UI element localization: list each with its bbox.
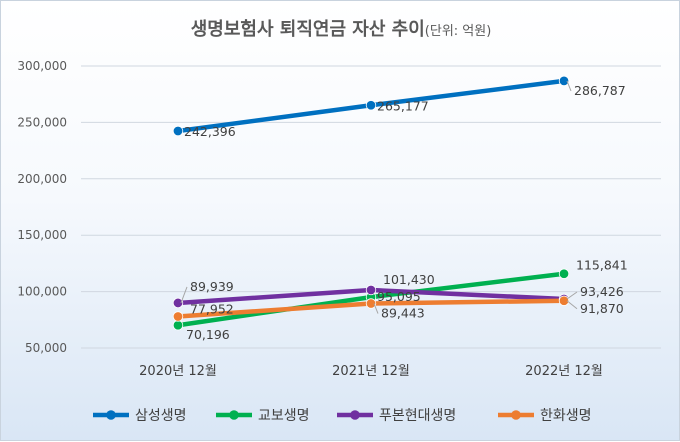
data-point: [172, 125, 184, 137]
y-tick-label: 150,000: [17, 228, 67, 242]
data-label-leader: [566, 80, 572, 92]
y-axis-tick-labels: 50,000 100,000 150,000 200,000 250,000 300,00…: [17, 59, 67, 355]
legend-marker: [350, 410, 360, 420]
data-label-leader: [373, 303, 379, 314]
data-label: 95,095: [377, 289, 421, 304]
data-point: [558, 295, 570, 306]
x-tick-label: 2021년 12월: [332, 364, 410, 379]
y-tick-label: 100,000: [17, 285, 67, 299]
x-tick-label: 2020년 12월: [139, 364, 217, 379]
data-point: [365, 298, 377, 309]
data-label: 77,952: [190, 301, 234, 316]
data-point: [365, 284, 377, 296]
x-tick-label: 2022년 12월: [525, 364, 603, 379]
data-point: [172, 320, 184, 331]
legend-label: 한화생명: [540, 408, 592, 424]
legend-label: 삼성생명: [135, 408, 187, 424]
y-tick-label: 200,000: [17, 172, 67, 186]
legend-marker: [106, 410, 116, 420]
data-label: 93,426: [580, 284, 624, 299]
chart-title: 생명보험사 퇴직연금 자산 추이(단위: 억원): [1, 15, 680, 41]
data-label: 91,870: [580, 301, 624, 316]
data-point: [365, 100, 377, 111]
data-label: 89,939: [190, 279, 234, 294]
gridlines: [81, 65, 661, 349]
legend-marker: [229, 410, 239, 420]
data-point: [172, 297, 184, 309]
y-tick-label: 300,000: [17, 59, 67, 73]
data-label-leader: [180, 286, 188, 304]
data-label: 101,430: [383, 272, 435, 287]
data-label: 89,443: [381, 306, 425, 321]
data-point: [172, 311, 184, 322]
data-label: 70,196: [186, 327, 230, 342]
data-point: [558, 75, 570, 87]
x-axis-tick-labels: 2020년 12월 2021년 12월 2022년 12월: [139, 364, 603, 379]
legend-label: 교보생명: [258, 408, 310, 424]
data-label: 242,396: [184, 124, 236, 139]
chart-title-text: 생명보험사 퇴직연금 자산 추이: [190, 19, 425, 40]
data-labels: 242,396 265,177 286,787 70,196 95,095 115,841…: [184, 83, 628, 342]
y-tick-label: 250,000: [17, 115, 67, 129]
data-label: 115,841: [576, 258, 628, 273]
data-label-leader: [566, 300, 578, 310]
y-tick-label: 50,000: [25, 341, 67, 355]
chart-unit-label: (단위: 억원): [424, 24, 492, 39]
data-label: 286,787: [574, 83, 626, 98]
data-label-leader: [566, 291, 578, 300]
legend-label: 푸본현대생명: [379, 408, 456, 424]
legend: 삼성생명 교보생명 푸본현대생명 한화생명: [93, 408, 592, 424]
data-label: 265,177: [377, 98, 429, 113]
data-label-leader-lines: [180, 80, 578, 314]
data-point: [558, 268, 570, 279]
series-points: [172, 75, 570, 331]
legend-marker: [511, 410, 521, 420]
